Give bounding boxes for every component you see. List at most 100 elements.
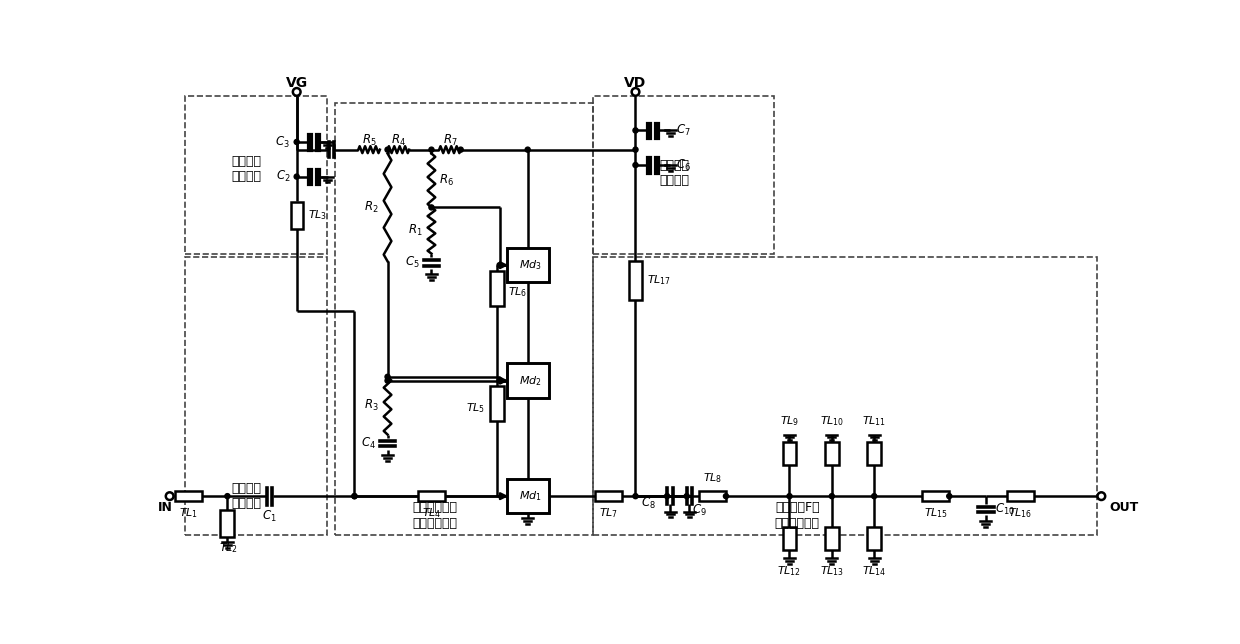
Bar bbox=[506, 363, 549, 398]
Text: $TL_8$: $TL_8$ bbox=[703, 471, 722, 485]
Bar bbox=[175, 491, 202, 501]
Text: $Md_2$: $Md_2$ bbox=[518, 374, 542, 388]
Circle shape bbox=[352, 493, 357, 498]
Circle shape bbox=[429, 205, 434, 210]
Bar bbox=[185, 258, 327, 535]
Circle shape bbox=[665, 493, 670, 498]
Text: $C_6$: $C_6$ bbox=[676, 158, 691, 173]
Circle shape bbox=[723, 493, 729, 498]
Text: $C_2$: $C_2$ bbox=[275, 169, 290, 184]
Text: $TL_3$: $TL_3$ bbox=[309, 208, 327, 222]
Text: 栅极供电: 栅极供电 bbox=[232, 155, 262, 167]
Text: $TL_7$: $TL_7$ bbox=[599, 506, 619, 520]
Text: $TL_1$: $TL_1$ bbox=[180, 506, 198, 520]
Circle shape bbox=[872, 493, 877, 498]
Circle shape bbox=[830, 493, 835, 498]
Bar bbox=[867, 442, 882, 466]
Text: 输出匹配网络: 输出匹配网络 bbox=[775, 516, 820, 529]
Bar bbox=[418, 491, 445, 501]
Circle shape bbox=[224, 493, 229, 498]
Bar bbox=[221, 509, 234, 536]
Bar bbox=[867, 527, 882, 550]
Text: $C_1$: $C_1$ bbox=[263, 509, 277, 524]
Text: $R_1$: $R_1$ bbox=[408, 223, 422, 238]
Text: 偏置网络: 偏置网络 bbox=[232, 170, 262, 183]
Circle shape bbox=[352, 493, 357, 498]
Bar bbox=[490, 271, 503, 306]
Text: $R_3$: $R_3$ bbox=[363, 398, 378, 413]
Bar bbox=[490, 386, 503, 421]
Text: $TL_{11}$: $TL_{11}$ bbox=[862, 415, 887, 428]
Text: IN: IN bbox=[159, 501, 174, 514]
Text: $TL_{14}$: $TL_{14}$ bbox=[862, 564, 887, 578]
Bar bbox=[593, 96, 774, 254]
Text: OUT: OUT bbox=[1109, 501, 1138, 514]
Bar bbox=[290, 202, 303, 229]
Circle shape bbox=[294, 174, 299, 179]
Text: 输入基波: 输入基波 bbox=[232, 482, 262, 495]
Circle shape bbox=[384, 374, 391, 379]
Circle shape bbox=[429, 147, 434, 152]
Text: 功率放大网络: 功率放大网络 bbox=[413, 516, 458, 529]
Text: $R_4$: $R_4$ bbox=[391, 133, 405, 148]
Text: 高效连续F类: 高效连续F类 bbox=[775, 501, 820, 514]
Text: VG: VG bbox=[285, 76, 308, 90]
Bar bbox=[782, 442, 796, 466]
Bar bbox=[825, 527, 838, 550]
Bar bbox=[923, 491, 950, 501]
Text: $C_9$: $C_9$ bbox=[692, 502, 707, 518]
Circle shape bbox=[787, 493, 792, 498]
Text: $C_3$: $C_3$ bbox=[275, 135, 290, 149]
Circle shape bbox=[526, 147, 531, 152]
Text: $Md_1$: $Md_1$ bbox=[518, 489, 542, 503]
Bar bbox=[335, 104, 593, 535]
Circle shape bbox=[632, 147, 639, 152]
Circle shape bbox=[458, 147, 464, 152]
Circle shape bbox=[684, 493, 689, 498]
Circle shape bbox=[632, 128, 639, 133]
Text: $TL_{16}$: $TL_{16}$ bbox=[1008, 506, 1033, 520]
Text: 三堆叠自偏置: 三堆叠自偏置 bbox=[413, 501, 458, 514]
Bar bbox=[185, 96, 327, 254]
Text: $TL_{13}$: $TL_{13}$ bbox=[820, 564, 844, 578]
Bar bbox=[506, 479, 549, 513]
Text: $C_{10}$: $C_{10}$ bbox=[994, 502, 1016, 516]
Text: $C_7$: $C_7$ bbox=[676, 123, 691, 138]
Bar bbox=[593, 258, 1097, 535]
Text: $TL_{10}$: $TL_{10}$ bbox=[820, 415, 844, 428]
Circle shape bbox=[497, 263, 502, 268]
Circle shape bbox=[384, 378, 391, 383]
Text: $C_8$: $C_8$ bbox=[641, 497, 656, 511]
Circle shape bbox=[946, 493, 952, 498]
Text: $TL_{9}$: $TL_{9}$ bbox=[780, 415, 800, 428]
Text: $TL_5$: $TL_5$ bbox=[466, 401, 485, 415]
Text: $C_5$: $C_5$ bbox=[405, 255, 420, 270]
Text: $R_2$: $R_2$ bbox=[363, 200, 378, 215]
Bar bbox=[629, 261, 642, 300]
Bar bbox=[782, 527, 796, 550]
Text: $TL_4$: $TL_4$ bbox=[422, 506, 441, 520]
Text: VD: VD bbox=[625, 76, 646, 90]
Bar bbox=[825, 442, 838, 466]
Text: $TL_6$: $TL_6$ bbox=[508, 285, 528, 299]
Text: $R_6$: $R_6$ bbox=[439, 173, 454, 188]
Bar bbox=[595, 491, 622, 501]
Circle shape bbox=[497, 378, 502, 383]
Text: $TL_{12}$: $TL_{12}$ bbox=[777, 564, 801, 578]
Circle shape bbox=[384, 147, 391, 152]
Text: 漏极供电: 漏极供电 bbox=[658, 158, 689, 171]
Text: $C_4$: $C_4$ bbox=[361, 436, 376, 451]
Text: $TL_2$: $TL_2$ bbox=[218, 541, 238, 554]
Circle shape bbox=[632, 493, 639, 498]
Text: $R_5$: $R_5$ bbox=[362, 133, 377, 148]
Text: $TL_{15}$: $TL_{15}$ bbox=[924, 506, 947, 520]
Text: $Md_3$: $Md_3$ bbox=[518, 258, 542, 272]
Text: $TL_{17}$: $TL_{17}$ bbox=[647, 274, 671, 287]
Bar bbox=[699, 491, 725, 501]
Text: 偏置网络: 偏置网络 bbox=[658, 174, 689, 187]
Bar bbox=[506, 248, 549, 283]
Bar bbox=[1007, 491, 1034, 501]
Text: 匹配网络: 匹配网络 bbox=[232, 497, 262, 510]
Text: $R_7$: $R_7$ bbox=[443, 133, 458, 148]
Circle shape bbox=[294, 139, 299, 144]
